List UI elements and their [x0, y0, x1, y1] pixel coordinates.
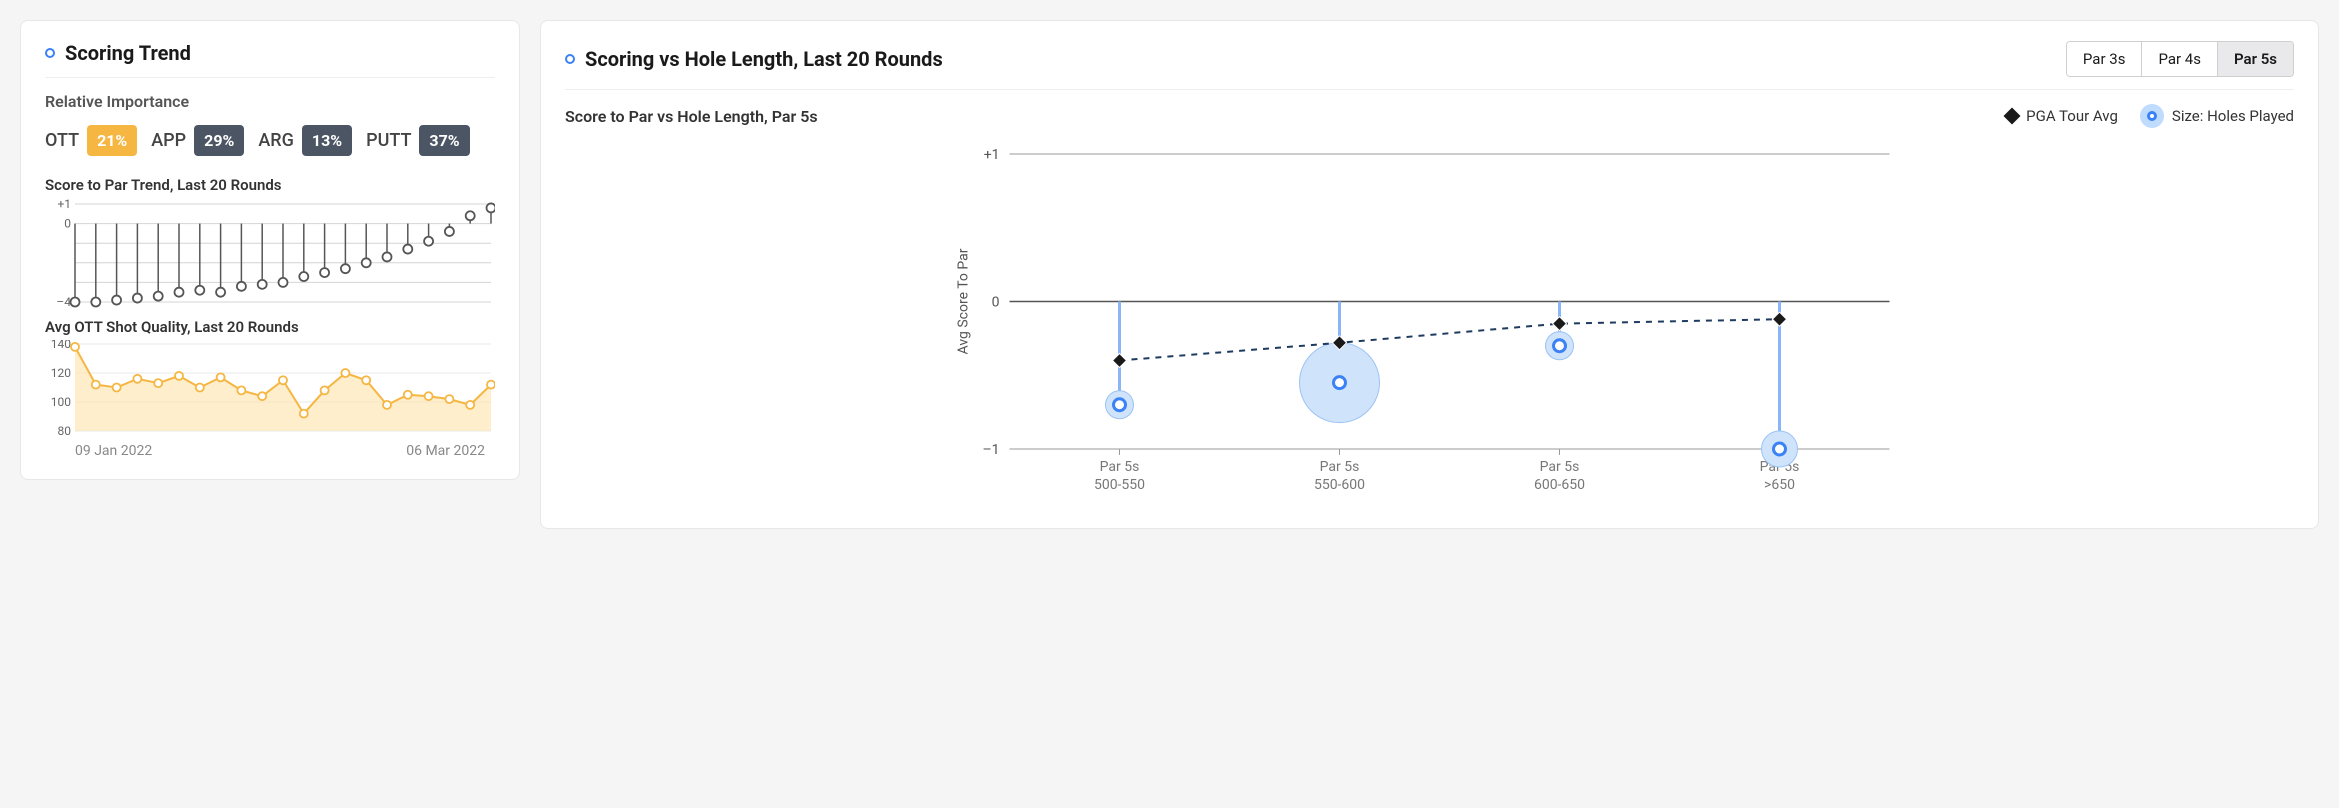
card-header: Scoring Trend — [45, 41, 495, 78]
importance-label: PUTT — [366, 130, 411, 151]
ott-quality-title: Avg OTT Shot Quality, Last 20 Rounds — [45, 318, 495, 336]
scoring-vs-length-chart: –1 0 +1 Avg Score To Par Par 5s 500-550 Par 5s… — [565, 134, 2294, 504]
legend-size: Size: Holes Played — [2140, 104, 2294, 128]
svg-text:–1: –1 — [982, 442, 999, 458]
importance-label: OTT — [45, 130, 79, 151]
svg-text:+1: +1 — [57, 198, 71, 211]
importance-label: ARG — [258, 130, 294, 151]
svg-text:500-550: 500-550 — [1094, 477, 1145, 493]
importance-badge: 21% — [87, 125, 137, 156]
tab-par-4s[interactable]: Par 4s — [2142, 42, 2218, 76]
legend-pga: PGA Tour Avg — [2006, 107, 2118, 125]
importance-label: APP — [151, 130, 186, 151]
importance-badge: 37% — [419, 125, 469, 156]
svg-text:Par 5s: Par 5s — [1320, 459, 1360, 475]
svg-text:Par 5s: Par 5s — [1100, 459, 1140, 475]
diamond-icon — [2004, 108, 2021, 125]
ott-quality-chart: 80 100 120 140 — [45, 340, 495, 435]
legend-pga-label: PGA Tour Avg — [2026, 107, 2118, 125]
subtitle-row: Score to Par vs Hole Length, Par 5s PGA … — [565, 104, 2294, 128]
tab-par-3s[interactable]: Par 3s — [2067, 42, 2143, 76]
svg-text:120: 120 — [51, 366, 71, 380]
bullet-icon — [45, 48, 55, 58]
importance-badge: 13% — [302, 125, 352, 156]
svg-text:0: 0 — [992, 295, 1000, 311]
importance-item: OTT 21% — [45, 125, 137, 156]
svg-text:140: 140 — [51, 340, 71, 351]
score-trend-chart: –4 0 +1 — [45, 198, 495, 308]
svg-text:80: 80 — [58, 424, 72, 435]
importance-item: APP 29% — [151, 125, 244, 156]
importance-item: PUTT 37% — [366, 125, 470, 156]
svg-text:550-600: 550-600 — [1314, 477, 1365, 493]
svg-text:Par 5s: Par 5s — [1540, 459, 1580, 475]
svg-text:>650: >650 — [1764, 477, 1795, 493]
scoring-vs-length-card: Scoring vs Hole Length, Last 20 Rounds P… — [540, 20, 2319, 529]
svg-text:100: 100 — [51, 395, 71, 409]
par-tab-group: Par 3sPar 4sPar 5s — [2066, 41, 2294, 77]
date-start: 09 Jan 2022 — [75, 443, 152, 459]
svg-text:0: 0 — [64, 217, 71, 231]
scoring-trend-card: Scoring Trend Relative Importance OTT 21%… — [20, 20, 520, 480]
bullet-icon — [565, 54, 575, 64]
tab-par-5s[interactable]: Par 5s — [2218, 42, 2293, 76]
card-header: Scoring vs Hole Length, Last 20 Rounds P… — [565, 41, 2294, 90]
date-end: 06 Mar 2022 — [406, 443, 485, 459]
importance-badge: 29% — [194, 125, 244, 156]
svg-text:Avg Score To Par: Avg Score To Par — [956, 248, 972, 354]
importance-item: ARG 13% — [258, 125, 352, 156]
svg-text:+1: +1 — [984, 147, 1000, 163]
chart-subtitle: Score to Par vs Hole Length, Par 5s — [565, 107, 818, 126]
card-title: Scoring vs Hole Length, Last 20 Rounds — [585, 47, 943, 71]
legend: PGA Tour Avg Size: Holes Played — [2006, 104, 2294, 128]
score-trend-title: Score to Par Trend, Last 20 Rounds — [45, 176, 495, 194]
importance-row: OTT 21% APP 29% ARG 13% PUTT 37% — [45, 125, 495, 156]
legend-size-label: Size: Holes Played — [2172, 107, 2294, 125]
relative-importance-label: Relative Importance — [45, 92, 495, 111]
svg-text:–4: –4 — [56, 295, 71, 308]
card-title: Scoring Trend — [65, 41, 191, 65]
svg-text:600-650: 600-650 — [1534, 477, 1585, 493]
date-axis: 09 Jan 2022 06 Mar 2022 — [45, 439, 495, 459]
bubble-icon — [2140, 104, 2164, 128]
